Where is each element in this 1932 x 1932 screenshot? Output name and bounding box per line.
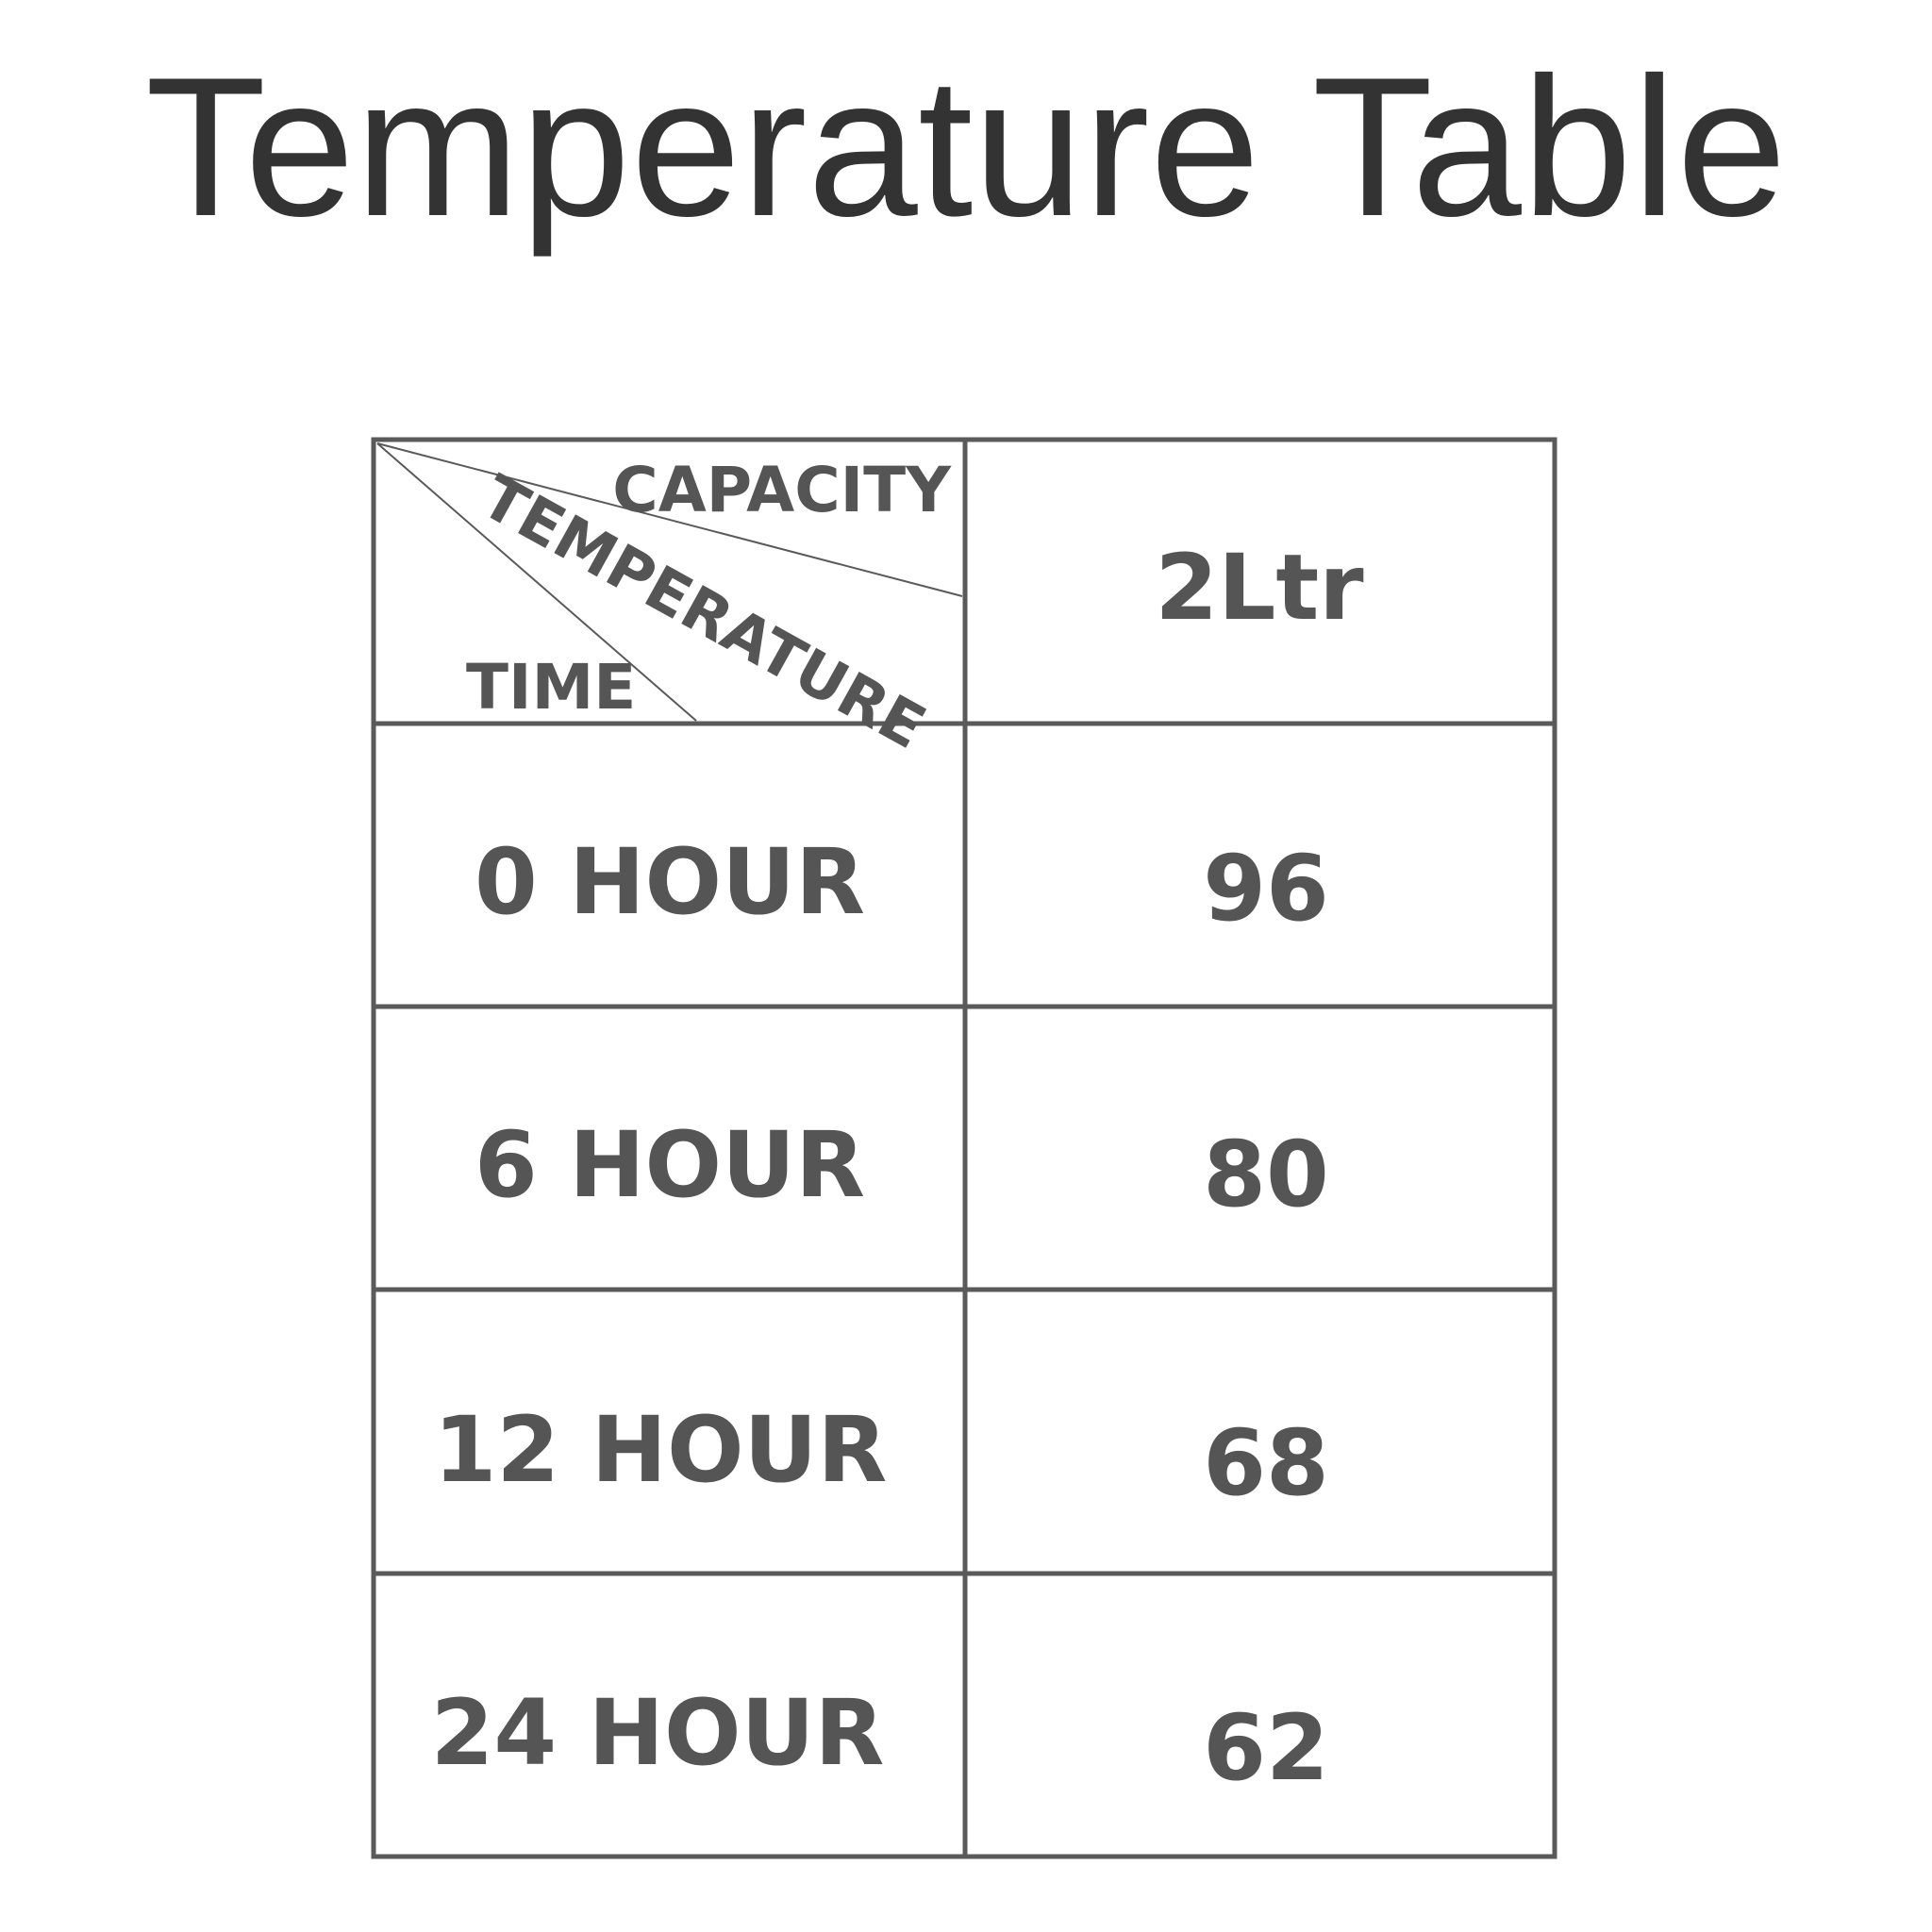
time-cell: 0 HOUR <box>475 829 865 935</box>
corner-diagonal-upper <box>376 442 963 597</box>
table-row: 0 HOUR 96 <box>475 829 1329 941</box>
page-title: Temperature Table <box>145 36 1787 258</box>
table-row: 12 HOUR 68 <box>434 1397 1329 1516</box>
corner-label-capacity: CAPACITY <box>612 454 952 526</box>
temperature-cell: 62 <box>1203 1695 1329 1801</box>
column-header-capacity: 2Ltr <box>1155 535 1364 641</box>
corner-diagonal-lower <box>376 442 697 722</box>
temperature-cell: 80 <box>1203 1122 1329 1227</box>
table-row: 6 HOUR 80 <box>475 1112 1329 1227</box>
temperature-cell: 96 <box>1203 836 1329 941</box>
temperature-cell: 68 <box>1203 1410 1329 1516</box>
corner-label-time: TIME <box>466 651 636 724</box>
table-row: 24 HOUR 62 <box>431 1680 1329 1801</box>
time-cell: 6 HOUR <box>475 1112 865 1218</box>
temperature-table <box>371 437 1557 1859</box>
time-cell: 12 HOUR <box>434 1397 888 1503</box>
time-cell: 24 HOUR <box>431 1680 885 1786</box>
